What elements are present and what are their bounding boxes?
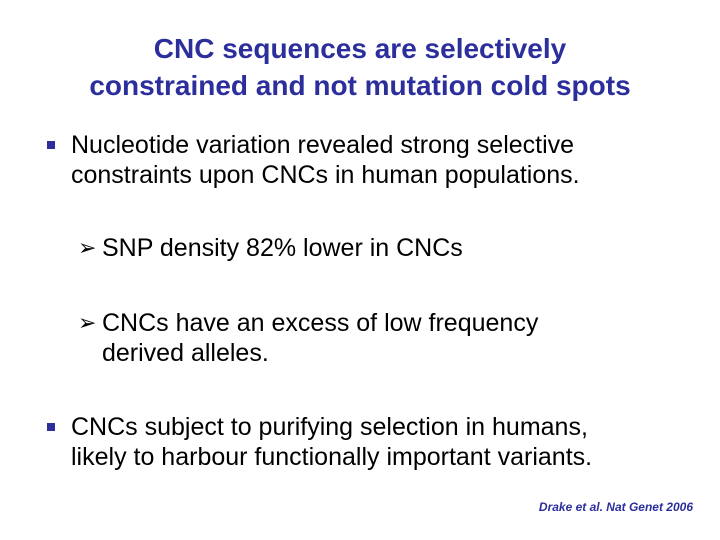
square-bullet-icon — [47, 141, 55, 149]
arrow-bullet-icon: ➢ — [78, 235, 97, 260]
sub-bullet-line-2: derived alleles. — [102, 339, 269, 367]
sub-bullet-derived-alleles: ➢ CNCs have an excess of low frequency d… — [78, 308, 678, 368]
bullet-line-2: constraints upon CNCs in human populatio… — [71, 161, 580, 189]
slide-title-line-1: CNC sequences are selectively — [153, 33, 567, 64]
bullet-line-1: CNCs subject to purifying selection in h… — [71, 413, 588, 441]
arrow-bullet-icon: ➢ — [78, 310, 97, 335]
sub-bullet-line-1: CNCs have an excess of low frequency — [102, 309, 539, 337]
sub-bullet-line-1: SNP density 82% lower in CNCs — [102, 234, 463, 262]
bullet-text: Nucleotide variation revealed strong sel… — [71, 130, 687, 190]
square-bullet-icon — [47, 423, 55, 431]
bullet-nucleotide-variation: Nucleotide variation revealed strong sel… — [47, 130, 687, 190]
citation: Drake et al. Nat Genet 2006 — [538, 500, 693, 514]
bullet-line-2: likely to harbour functionally important… — [71, 443, 593, 471]
slide-title-line-2: constrained and not mutation cold spots — [89, 70, 631, 101]
sub-bullet-text: CNCs have an excess of low frequency der… — [102, 308, 678, 368]
bullet-line-1: Nucleotide variation revealed strong sel… — [71, 131, 575, 159]
bullet-text: CNCs subject to purifying selection in h… — [71, 412, 687, 472]
slide-title: CNC sequences are selectively constraine… — [0, 30, 720, 104]
sub-bullet-text: SNP density 82% lower in CNCs — [102, 233, 678, 263]
sub-bullet-snp-density: ➢ SNP density 82% lower in CNCs — [78, 233, 678, 263]
bullet-purifying-selection: CNCs subject to purifying selection in h… — [47, 412, 687, 472]
